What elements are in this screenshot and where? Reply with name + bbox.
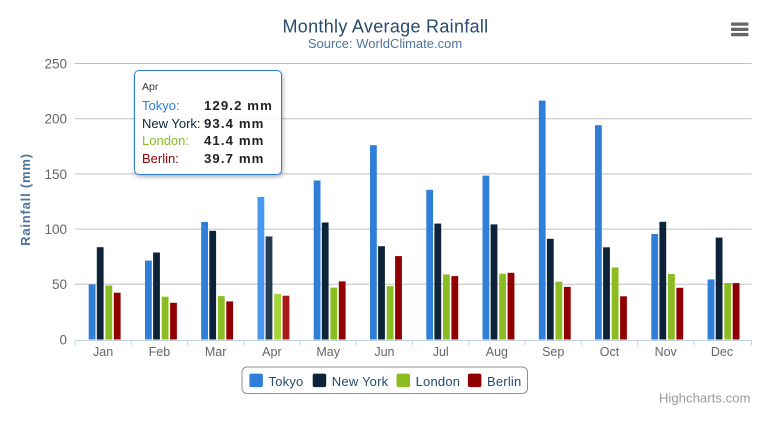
svg-text:Tokyo: Tokyo bbox=[269, 374, 304, 389]
svg-text:Sep: Sep bbox=[542, 345, 564, 359]
svg-text:Rainfall (mm): Rainfall (mm) bbox=[18, 153, 33, 246]
svg-text:Jun: Jun bbox=[374, 345, 394, 359]
svg-text:200: 200 bbox=[44, 112, 67, 127]
svg-text:New York: New York bbox=[332, 374, 389, 389]
svg-text:Aug: Aug bbox=[486, 345, 508, 359]
svg-text:0: 0 bbox=[59, 332, 67, 347]
svg-text:Berlin: Berlin bbox=[487, 374, 521, 389]
svg-text:Feb: Feb bbox=[149, 345, 171, 359]
svg-text:100: 100 bbox=[44, 222, 67, 237]
svg-text:Apr: Apr bbox=[262, 345, 281, 359]
svg-text:Jul: Jul bbox=[433, 345, 449, 359]
svg-text:Dec: Dec bbox=[711, 345, 733, 359]
svg-text:Oct: Oct bbox=[600, 345, 620, 359]
svg-text:London: London bbox=[416, 374, 461, 389]
svg-text:Source: WorldClimate.com: Source: WorldClimate.com bbox=[308, 36, 462, 51]
svg-text:Highcharts.com: Highcharts.com bbox=[659, 391, 751, 406]
svg-text:150: 150 bbox=[44, 167, 67, 182]
svg-text:Monthly Average Rainfall: Monthly Average Rainfall bbox=[283, 17, 489, 37]
svg-text:Jan: Jan bbox=[93, 345, 113, 359]
svg-text:Nov: Nov bbox=[655, 345, 678, 359]
svg-text:250: 250 bbox=[44, 56, 67, 71]
svg-text:Mar: Mar bbox=[205, 345, 227, 359]
svg-text:May: May bbox=[316, 345, 340, 359]
svg-text:50: 50 bbox=[52, 277, 67, 292]
